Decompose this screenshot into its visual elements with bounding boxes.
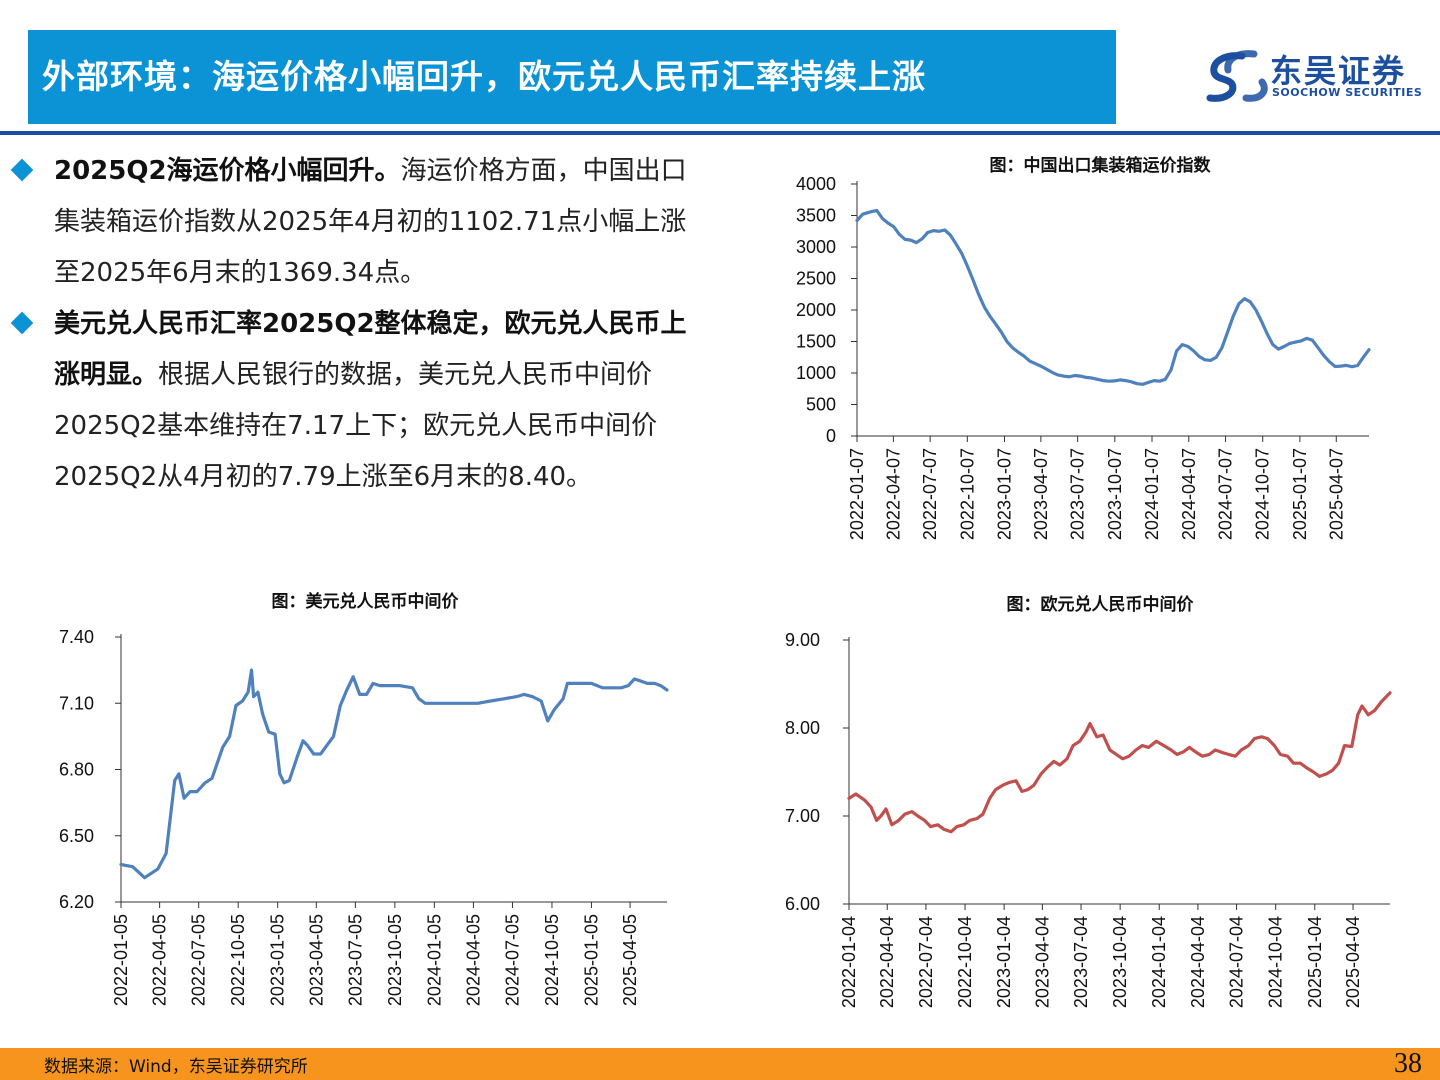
x-tick-label: 2022-04-04	[877, 916, 897, 1008]
bullet-heading: 美元兑人民币汇率2025Q2整体稳定，欧元兑人民币上涨明显。	[54, 309, 687, 390]
x-tick-label: 2022-04-07	[883, 448, 903, 540]
x-tick-label: 2023-07-07	[1068, 448, 1088, 540]
page-number: 38	[1394, 1048, 1422, 1079]
x-tick-label: 2024-01-05	[424, 914, 444, 1006]
footer-bar	[0, 1048, 1440, 1080]
chart-title-usdcny: 图：美元兑人民币中间价	[271, 592, 459, 612]
x-tick-label: 2022-04-05	[150, 914, 170, 1006]
x-tick-label: 2023-04-04	[1032, 916, 1052, 1008]
x-tick-label: 2022-07-07	[920, 448, 940, 540]
x-tick-label: 2024-10-07	[1253, 448, 1273, 540]
bullet-text: 根据人民银行的数据，美元兑人民币中间价2025Q2基本维持在7.17上下；欧元兑…	[54, 360, 658, 492]
y-tick-label: 6.00	[785, 894, 820, 914]
x-tick-label: 2024-07-04	[1227, 916, 1247, 1008]
x-tick-label: 2022-10-04	[955, 916, 975, 1008]
x-tick-label: 2022-10-05	[228, 914, 248, 1006]
x-tick-label: 2023-10-05	[385, 914, 405, 1006]
x-tick-label: 2024-10-04	[1266, 916, 1286, 1008]
x-tick-label: 2022-01-05	[111, 914, 131, 1006]
x-tick-label: 2023-10-04	[1110, 916, 1130, 1008]
y-tick-label: 6.50	[59, 826, 94, 846]
y-tick-label: 8.00	[785, 718, 820, 738]
logo-text-cn: 东吴证券	[1270, 52, 1407, 90]
page-title: 外部环境：海运价格小幅回升，欧元兑人民币汇率持续上涨	[42, 57, 926, 96]
x-tick-label: 2025-04-07	[1326, 448, 1346, 540]
x-tick-label: 2024-10-05	[542, 914, 562, 1006]
bullet-item: 美元兑人民币汇率2025Q2整体稳定，欧元兑人民币上涨明显。根据人民银行的数据，…	[10, 299, 704, 503]
x-tick-label: 2025-01-05	[581, 914, 601, 1006]
y-tick-label: 6.20	[59, 892, 94, 912]
y-tick-label: 4000	[796, 174, 836, 194]
x-tick-label: 2024-04-05	[463, 914, 483, 1006]
x-tick-label: 2023-10-07	[1105, 448, 1125, 540]
x-tick-label: 2022-01-07	[847, 448, 867, 540]
x-tick-label: 2022-07-05	[189, 914, 209, 1006]
y-tick-label: 9.00	[785, 630, 820, 650]
x-tick-label: 2023-04-07	[1031, 448, 1051, 540]
y-tick-label: 6.80	[59, 760, 94, 780]
y-tick-label: 3000	[796, 237, 836, 257]
x-tick-label: 2023-01-05	[268, 914, 288, 1006]
chart-title-eurcny: 图：欧元兑人民币中间价	[1006, 595, 1194, 615]
y-tick-label: 500	[806, 395, 836, 415]
y-tick-label: 3500	[796, 206, 836, 226]
x-tick-label: 2024-04-07	[1179, 448, 1199, 540]
bullet-heading: 2025Q2海运价格小幅回升。	[54, 156, 401, 186]
series-line-usdcny	[119, 668, 669, 880]
x-tick-label: 2024-04-04	[1188, 916, 1208, 1008]
x-tick-label: 2023-07-05	[345, 914, 365, 1006]
logo-text-en: SOOCHOW SECURITIES	[1272, 86, 1423, 99]
x-tick-label: 2023-04-05	[306, 914, 326, 1006]
series-line-ccfi	[855, 208, 1371, 386]
x-tick-label: 2022-10-07	[957, 448, 977, 540]
chart-title-ccfi: 图：中国出口集装箱运价指数	[989, 156, 1211, 176]
y-tick-label: 7.10	[59, 693, 94, 713]
header-divider	[0, 131, 1440, 135]
x-tick-label: 2024-01-04	[1149, 916, 1169, 1008]
bullet-list: 2025Q2海运价格小幅回升。海运价格方面，中国出口集装箱运价指数从2025年4…	[10, 146, 704, 503]
y-tick-label: 1000	[796, 363, 836, 383]
x-tick-label: 2025-01-07	[1290, 448, 1310, 540]
x-tick-label: 2024-01-07	[1142, 448, 1162, 540]
y-tick-label: 7.40	[59, 627, 94, 647]
soochow-logo-icon	[1206, 50, 1268, 102]
x-tick-label: 2023-01-07	[994, 448, 1014, 540]
x-tick-label: 2022-07-04	[916, 916, 936, 1008]
x-tick-label: 2023-07-04	[1071, 916, 1091, 1008]
bullet-text: 海运价格方面，中国出口集装箱运价指数从2025年4月初的1102.71点小幅上涨…	[54, 156, 687, 288]
x-tick-label: 2023-01-04	[994, 916, 1014, 1008]
y-tick-label: 0	[826, 426, 836, 446]
x-tick-label: 2025-01-04	[1305, 916, 1325, 1008]
y-tick-label: 7.00	[785, 806, 820, 826]
x-tick-label: 2022-01-04	[839, 916, 859, 1008]
x-tick-label: 2024-07-05	[502, 914, 522, 1006]
x-tick-label: 2024-07-07	[1216, 448, 1236, 540]
y-tick-label: 2000	[796, 300, 836, 320]
y-tick-label: 2500	[796, 269, 836, 289]
series-line-eurcny	[847, 691, 1392, 834]
y-tick-label: 1500	[796, 332, 836, 352]
bullet-item: 2025Q2海运价格小幅回升。海运价格方面，中国出口集装箱运价指数从2025年4…	[10, 146, 704, 299]
data-source: 数据来源：Wind，东吴证券研究所	[44, 1057, 308, 1077]
title-bar	[28, 30, 1116, 124]
x-tick-label: 2025-04-05	[620, 914, 640, 1006]
x-tick-label: 2025-04-04	[1343, 916, 1363, 1008]
